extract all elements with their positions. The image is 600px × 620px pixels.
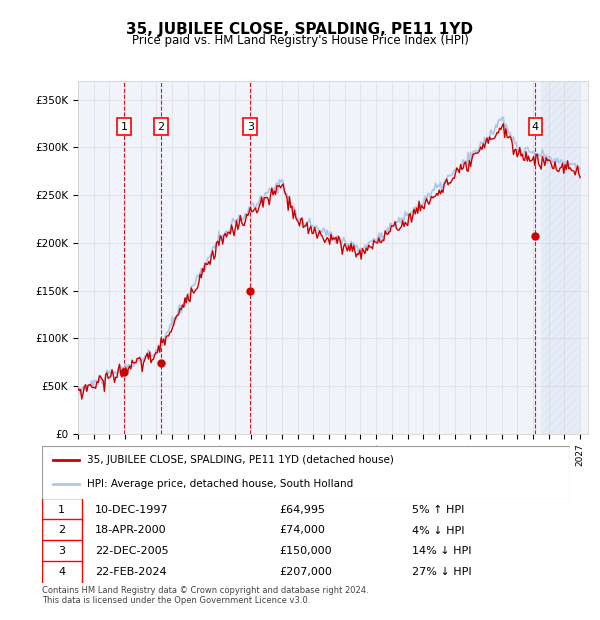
Text: 4: 4 (58, 567, 65, 577)
Text: 35, JUBILEE CLOSE, SPALDING, PE11 1YD: 35, JUBILEE CLOSE, SPALDING, PE11 1YD (127, 22, 473, 37)
FancyBboxPatch shape (42, 498, 82, 521)
Text: 3: 3 (58, 546, 65, 556)
Text: 10-DEC-1997: 10-DEC-1997 (95, 505, 169, 515)
Text: 4: 4 (532, 122, 539, 131)
FancyBboxPatch shape (42, 446, 570, 499)
Text: 27% ↓ HPI: 27% ↓ HPI (412, 567, 471, 577)
Text: 22-DEC-2005: 22-DEC-2005 (95, 546, 169, 556)
Text: 18-APR-2000: 18-APR-2000 (95, 526, 166, 536)
Text: 5% ↑ HPI: 5% ↑ HPI (412, 505, 464, 515)
Text: 35, JUBILEE CLOSE, SPALDING, PE11 1YD (detached house): 35, JUBILEE CLOSE, SPALDING, PE11 1YD (d… (87, 454, 394, 464)
Text: HPI: Average price, detached house, South Holland: HPI: Average price, detached house, Sout… (87, 479, 353, 489)
FancyBboxPatch shape (42, 539, 82, 563)
FancyBboxPatch shape (42, 519, 82, 542)
Text: 1: 1 (58, 505, 65, 515)
Text: 4% ↓ HPI: 4% ↓ HPI (412, 526, 464, 536)
Text: Price paid vs. HM Land Registry's House Price Index (HPI): Price paid vs. HM Land Registry's House … (131, 34, 469, 47)
Text: 14% ↓ HPI: 14% ↓ HPI (412, 546, 471, 556)
Text: £64,995: £64,995 (280, 505, 326, 515)
Text: 2: 2 (158, 122, 165, 131)
Text: £150,000: £150,000 (280, 546, 332, 556)
Text: Contains HM Land Registry data © Crown copyright and database right 2024.
This d: Contains HM Land Registry data © Crown c… (42, 586, 368, 605)
FancyBboxPatch shape (42, 560, 82, 584)
Text: £207,000: £207,000 (280, 567, 332, 577)
Text: 2: 2 (58, 526, 65, 536)
Text: £74,000: £74,000 (280, 526, 325, 536)
Text: 1: 1 (121, 122, 128, 131)
Text: 3: 3 (247, 122, 254, 131)
Text: 22-FEB-2024: 22-FEB-2024 (95, 567, 166, 577)
